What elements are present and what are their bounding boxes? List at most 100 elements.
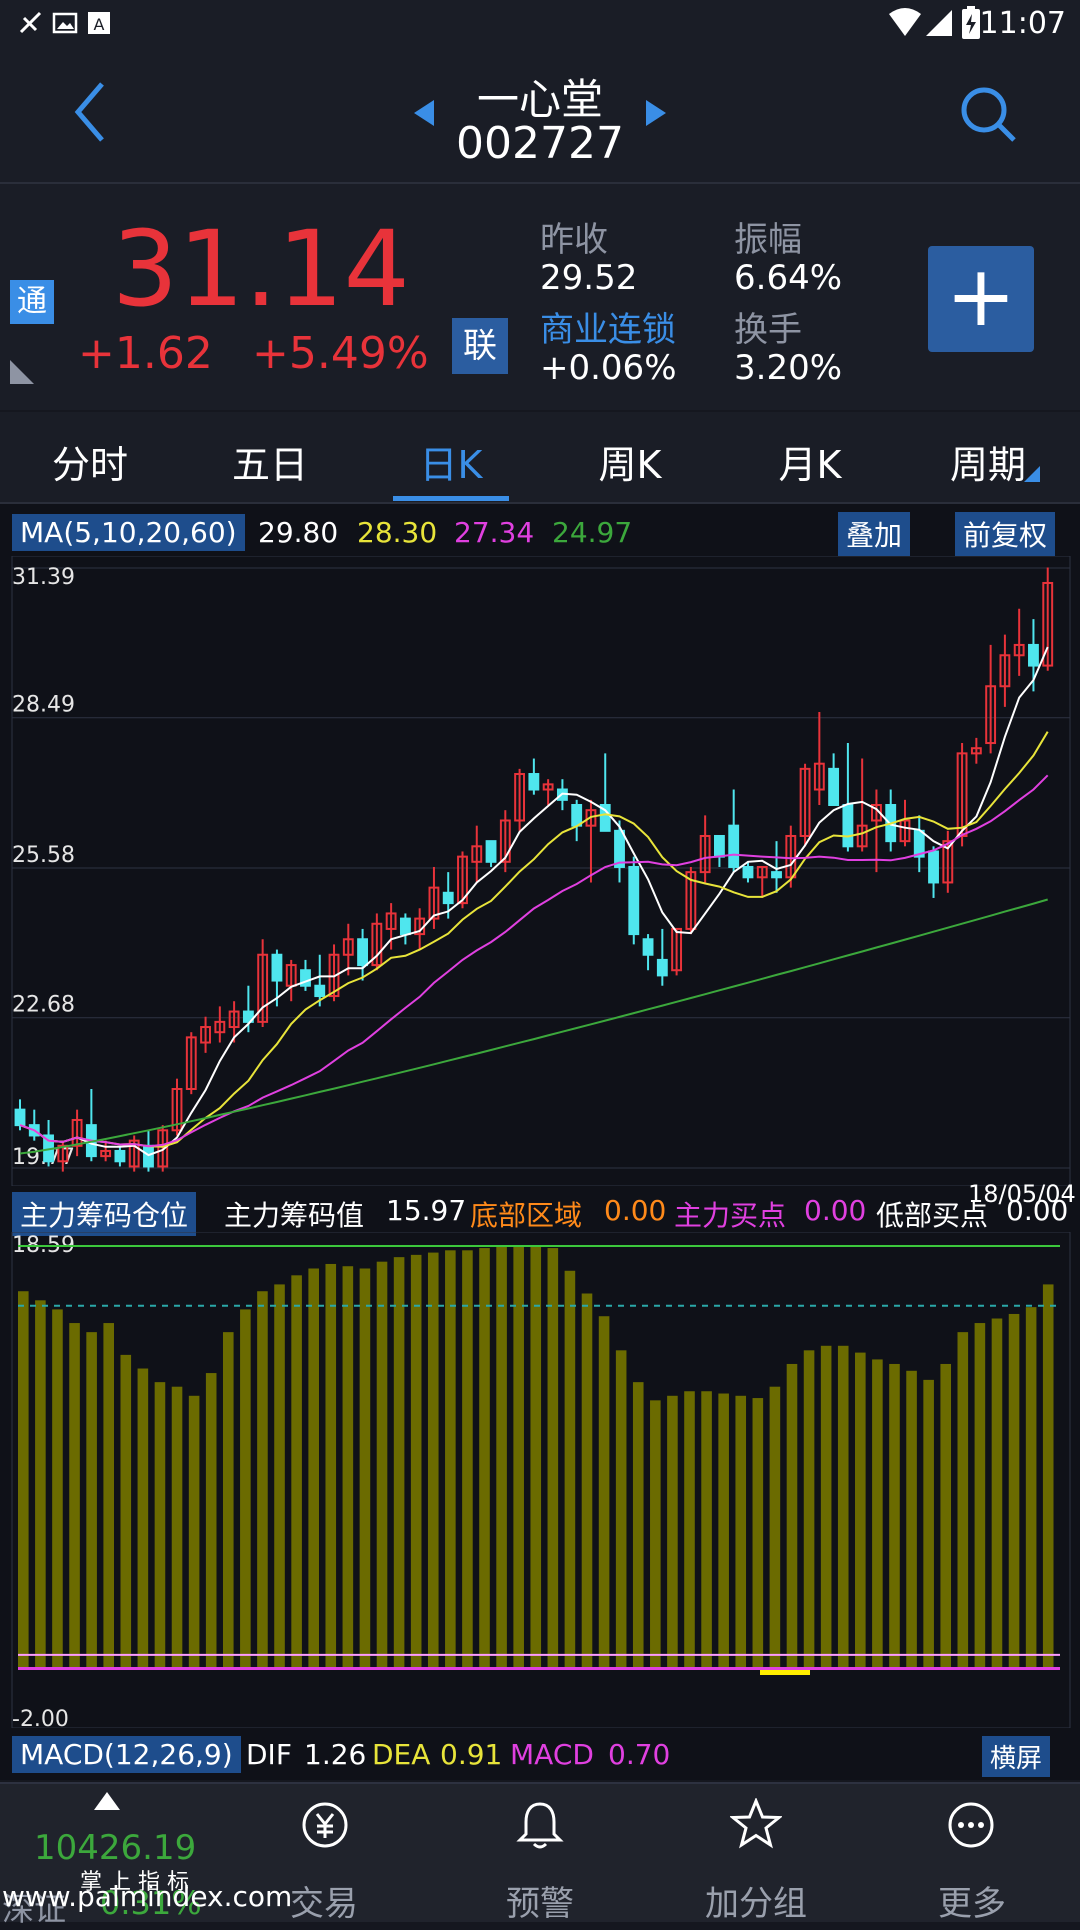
indicator-bar bbox=[69, 1323, 80, 1669]
tab-weekly-k[interactable]: 周K bbox=[598, 443, 662, 487]
back-icon[interactable] bbox=[70, 80, 110, 144]
indicator-item3-value: 0.00 bbox=[804, 1194, 867, 1227]
indicator-bar bbox=[52, 1309, 63, 1669]
indicator-bar bbox=[1025, 1307, 1037, 1669]
sector-label[interactable]: 商业连锁 bbox=[540, 310, 676, 350]
bottom-bar: 10426.19 掌 上 指 标 深证 0.31% www.palmindex.… bbox=[0, 1782, 1080, 1928]
landscape-button[interactable]: 横屏 bbox=[982, 1736, 1051, 1777]
last-price: 31.14 bbox=[112, 208, 410, 330]
adjust-button[interactable]: 前复权 bbox=[955, 512, 1056, 556]
tab-add-group[interactable]: 加分组 bbox=[705, 1884, 807, 1924]
candle-body bbox=[842, 804, 854, 848]
indicator-bar bbox=[701, 1391, 712, 1669]
candle-body bbox=[399, 917, 411, 936]
add-watchlist-button[interactable]: + bbox=[928, 246, 1034, 352]
candle-body bbox=[585, 809, 597, 827]
indicator-bar bbox=[18, 1291, 29, 1669]
candle-body bbox=[499, 819, 511, 863]
indicator-bar bbox=[872, 1359, 883, 1669]
indicator-bar-chart[interactable]: 18.59-2.00 bbox=[0, 1232, 1080, 1728]
candle-body bbox=[713, 834, 725, 858]
stock-name: 一心堂 bbox=[476, 75, 603, 124]
brand-text: 掌 上 指 标 bbox=[80, 1870, 189, 1895]
index-value[interactable]: 10426.19 bbox=[34, 1828, 197, 1868]
macd-label[interactable]: MACD(12,26,9) bbox=[12, 1736, 241, 1773]
index-change: 0.31% bbox=[100, 1884, 202, 1922]
indicator-bar bbox=[718, 1393, 729, 1669]
tab-period[interactable]: 周期 bbox=[949, 443, 1026, 487]
indicator-bar bbox=[974, 1323, 986, 1669]
indicator-bar bbox=[462, 1250, 473, 1669]
ma10-line bbox=[19, 731, 1049, 1148]
indicator-bar bbox=[35, 1300, 46, 1669]
candle-body bbox=[100, 1149, 112, 1158]
ma-indicator-label[interactable]: MA(5,10,20,60) bbox=[12, 514, 245, 551]
candle-body bbox=[342, 938, 354, 956]
indicator-bar bbox=[359, 1268, 371, 1669]
chart-area[interactable]: MA(5,10,20,60) 29.80 28.30 27.34 24.97 叠… bbox=[0, 504, 1080, 1780]
candle-body bbox=[200, 1026, 211, 1044]
indicator-bar bbox=[1008, 1313, 1020, 1669]
star-icon[interactable] bbox=[730, 1798, 782, 1850]
candle-body bbox=[257, 953, 269, 1023]
next-stock-icon[interactable] bbox=[644, 98, 668, 128]
ma60-value: 24.97 bbox=[552, 516, 633, 549]
search-icon[interactable] bbox=[958, 84, 1018, 144]
stock-code: 002727 bbox=[456, 118, 624, 169]
tab-intraday[interactable]: 分时 bbox=[51, 443, 128, 487]
tab-alert[interactable]: 预警 bbox=[506, 1884, 574, 1924]
indicator-bar bbox=[154, 1382, 166, 1669]
prev-stock-icon[interactable] bbox=[412, 98, 436, 128]
candle-body bbox=[71, 1118, 83, 1147]
candle-body bbox=[942, 840, 954, 884]
candle-body bbox=[1042, 581, 1054, 667]
dif-label: DIF bbox=[246, 1738, 292, 1771]
tong-badge[interactable]: 通 bbox=[10, 280, 54, 324]
overlay-button[interactable]: 叠加 bbox=[838, 512, 911, 556]
indicator-item4-value: 0.00 bbox=[1006, 1194, 1069, 1227]
more-icon[interactable] bbox=[946, 1800, 996, 1850]
indicator-bar bbox=[889, 1363, 900, 1669]
candle-body bbox=[1028, 643, 1039, 667]
tab-monthly-k[interactable]: 月K bbox=[778, 443, 842, 487]
candle-body bbox=[628, 865, 640, 936]
prev-close-value: 29.52 bbox=[540, 258, 638, 298]
indicator-bar bbox=[222, 1332, 234, 1669]
indicator-label[interactable]: 主力筹码仓位 bbox=[12, 1192, 197, 1236]
indicator-bar bbox=[103, 1323, 115, 1669]
candle-body bbox=[214, 1020, 226, 1034]
y-tick-label: -2.00 bbox=[12, 1707, 69, 1728]
indicator-bar bbox=[684, 1391, 695, 1669]
candle-body bbox=[442, 891, 454, 905]
expand-up-icon[interactable] bbox=[94, 1792, 120, 1810]
indicator-bar bbox=[393, 1257, 405, 1669]
active-tab-indicator bbox=[393, 496, 509, 501]
ma60-line bbox=[19, 898, 1048, 1155]
candle-body bbox=[899, 819, 911, 843]
candle-body bbox=[685, 871, 697, 930]
plus-icon: + bbox=[945, 247, 1017, 345]
lian-badge[interactable]: 联 bbox=[452, 318, 508, 374]
ma20-line bbox=[19, 774, 1049, 1148]
amplitude-label: 振幅 bbox=[734, 220, 802, 260]
candle-body bbox=[999, 654, 1011, 688]
indicator-bar bbox=[120, 1354, 132, 1669]
candle-body bbox=[314, 984, 326, 998]
bell-icon[interactable] bbox=[516, 1800, 564, 1852]
candle-body bbox=[385, 912, 397, 930]
candle-body bbox=[756, 865, 768, 879]
tab-five-day[interactable]: 五日 bbox=[231, 443, 308, 487]
period-tabs: 分时 五日 日K 周K 月K 周期 bbox=[0, 412, 1080, 504]
chart-frame bbox=[11, 556, 1071, 1186]
indicator-bar bbox=[513, 1245, 524, 1669]
trade-icon[interactable] bbox=[300, 1800, 350, 1850]
indicator-bar bbox=[291, 1275, 302, 1669]
tab-more[interactable]: 更多 bbox=[938, 1884, 1006, 1924]
candle-body bbox=[970, 747, 982, 755]
tab-daily-k[interactable]: 日K bbox=[419, 443, 483, 487]
candle-body bbox=[428, 886, 440, 920]
expand-corner-icon[interactable] bbox=[10, 360, 34, 384]
dea-label: DEA bbox=[372, 1738, 431, 1771]
tab-trade[interactable]: 交易 bbox=[290, 1884, 358, 1924]
